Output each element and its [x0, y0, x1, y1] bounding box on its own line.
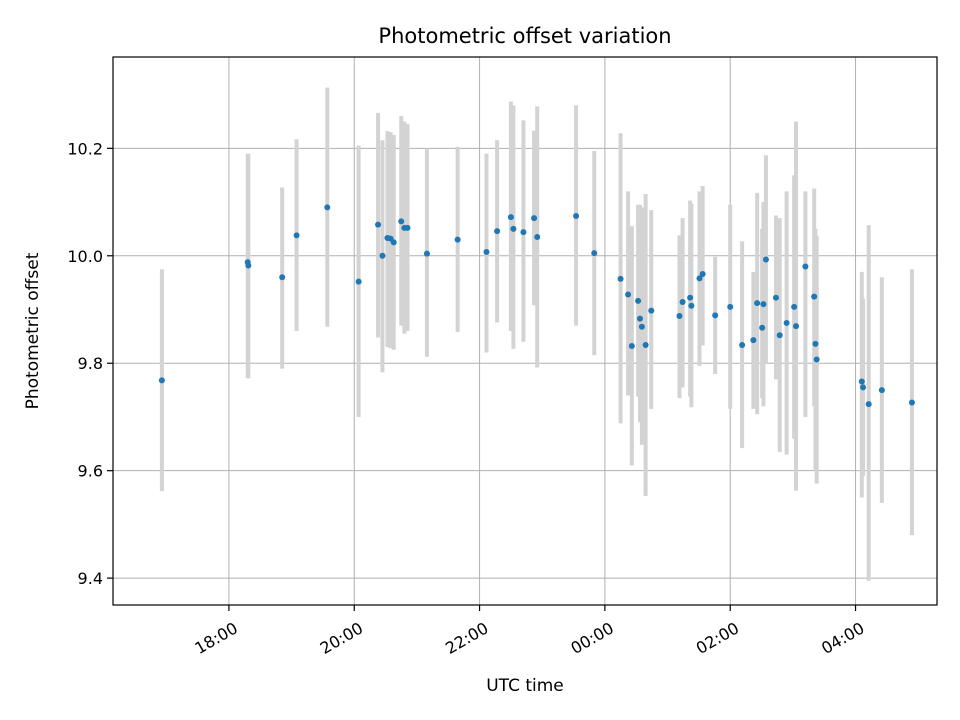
data-point: [573, 213, 580, 220]
data-point: [688, 302, 695, 309]
data-point: [776, 332, 783, 339]
data-point: [510, 225, 517, 232]
data-point: [636, 315, 643, 322]
x-tick-label: 02:00: [693, 618, 742, 658]
y-tick-label: 10.2: [67, 139, 103, 158]
data-point: [355, 278, 362, 285]
data-point: [520, 229, 527, 236]
data-point: [727, 303, 734, 310]
data-point: [802, 263, 809, 270]
data-point: [245, 262, 252, 269]
data-point: [642, 341, 649, 348]
data-point: [534, 233, 541, 240]
data-point: [398, 218, 405, 225]
data-point: [791, 303, 798, 310]
x-tick-label: 20:00: [317, 618, 366, 658]
data-point: [772, 294, 779, 301]
data-point: [699, 271, 706, 278]
x-tick-label: 04:00: [818, 618, 867, 658]
data-point: [648, 307, 655, 314]
data-point: [293, 232, 300, 239]
data-point: [676, 312, 683, 319]
data-point: [754, 300, 761, 307]
data-point: [712, 312, 719, 319]
data-point: [454, 236, 461, 243]
data-point: [628, 343, 635, 350]
data-point: [423, 250, 430, 257]
data-point: [687, 294, 694, 301]
data-point: [811, 293, 818, 300]
data-point: [878, 387, 885, 394]
errorbar-layer: [159, 87, 914, 581]
data-point: [494, 228, 501, 235]
y-tick-label: 9.4: [78, 569, 103, 588]
x-tick-label: 00:00: [567, 618, 616, 658]
data-point: [759, 324, 766, 331]
point-layer: [158, 204, 915, 408]
x-tick-label: 18:00: [191, 618, 240, 658]
data-point: [760, 301, 767, 308]
data-point: [793, 323, 800, 330]
y-axis-ticks: 9.4 9.6 9.8 10.0 10.2: [67, 139, 113, 588]
data-point: [158, 377, 165, 384]
data-point: [404, 224, 411, 231]
x-tick-label: 22:00: [442, 618, 491, 658]
y-tick-label: 9.6: [78, 462, 103, 481]
data-point: [324, 204, 331, 211]
x-axis-ticks: 18:00 20:00 22:00 00:00 02:00 04:00: [191, 605, 868, 658]
data-point: [783, 319, 790, 326]
data-point: [860, 384, 867, 391]
data-point: [739, 341, 746, 348]
y-axis-label: Photometric offset: [23, 252, 43, 409]
y-tick-label: 10.0: [67, 247, 103, 266]
data-point: [908, 399, 915, 406]
data-point: [531, 215, 538, 222]
data-point: [635, 297, 642, 304]
data-point: [375, 221, 382, 228]
data-point: [696, 275, 703, 282]
data-point: [625, 291, 632, 298]
data-point: [591, 250, 598, 257]
data-point: [507, 214, 514, 221]
plot-frame: [112, 56, 938, 606]
data-point: [865, 401, 872, 408]
data-point: [858, 378, 865, 385]
data-point: [813, 356, 820, 363]
x-axis-label: UTC time: [486, 676, 564, 696]
data-point: [679, 298, 686, 305]
data-point: [812, 340, 819, 347]
chart-title: Photometric offset variation: [378, 24, 671, 48]
data-point: [390, 239, 397, 246]
data-point: [279, 274, 286, 281]
data-point: [638, 323, 645, 330]
data-point: [617, 275, 624, 282]
data-point: [750, 337, 757, 344]
y-tick-label: 9.8: [78, 354, 103, 373]
data-point: [762, 256, 769, 263]
data-point: [379, 252, 386, 259]
data-point: [483, 249, 490, 256]
